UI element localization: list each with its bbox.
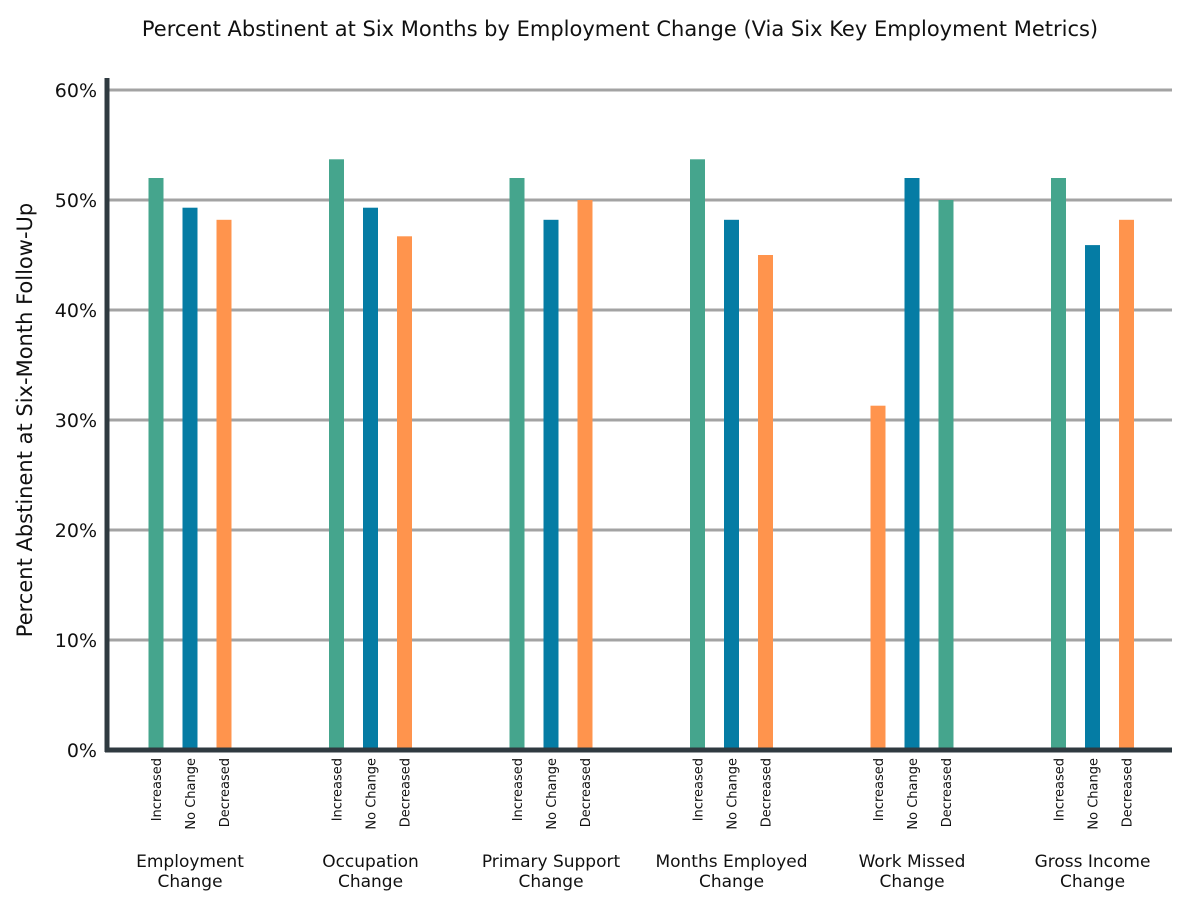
y-tick-label: 30% [55, 410, 97, 432]
bar-category-label: No Change [726, 758, 741, 830]
bar-category-label: Increased [511, 758, 526, 821]
y-tick-label: 20% [55, 520, 97, 542]
bar [509, 178, 525, 750]
bar [1085, 245, 1100, 750]
bar-category-label: Increased [1053, 758, 1068, 821]
y-axis-label: Percent Abstinent at Six-Month Follow-Up [13, 203, 37, 637]
axes [104, 78, 1172, 753]
bar-category-label: Increased [692, 758, 707, 821]
bar-category-label: No Change [1087, 758, 1102, 830]
bar-category-label: Decreased [579, 758, 594, 827]
y-axis-ticks: 0% 10% 20% 30% 40% 50% 60% [55, 80, 97, 762]
group-label: Work Missed [859, 852, 966, 872]
bar-category-label: No Change [906, 758, 921, 830]
group-label: Change [1060, 872, 1125, 892]
group-label: Change [699, 872, 764, 892]
group-label: Change [338, 872, 403, 892]
group-label: Primary Support [482, 852, 621, 872]
bar-category-label: Decreased [760, 758, 775, 827]
bar-category-label: Decreased [940, 758, 955, 827]
y-tick-label: 10% [55, 630, 97, 652]
group-label: Employment [136, 852, 244, 872]
y-tick-label: 50% [55, 190, 97, 212]
y-tick-label: 60% [55, 80, 97, 102]
bar-category-label: Increased [872, 758, 887, 821]
bar [577, 200, 593, 750]
group-label: Change [879, 872, 944, 892]
bar [329, 159, 344, 751]
group-labels: EmploymentChangeOccupationChangePrimary … [136, 852, 1150, 892]
bar [1051, 178, 1066, 750]
bar-category-label: Decreased [399, 758, 414, 827]
bars [148, 159, 1134, 751]
bar [690, 159, 705, 751]
bar [904, 178, 920, 750]
group-label: Occupation [322, 852, 419, 872]
bar-category-label: No Change [365, 758, 380, 830]
bar-category-label: Increased [331, 758, 346, 821]
chart-title: Percent Abstinent at Six Months by Emplo… [142, 17, 1098, 41]
bar [182, 207, 198, 750]
group-label: Change [518, 872, 583, 892]
bar-category-label: No Change [184, 758, 199, 830]
bar [216, 219, 232, 751]
bar [870, 405, 886, 750]
y-tick-label: 0% [67, 740, 97, 762]
group-label: Change [157, 872, 222, 892]
bar [938, 200, 954, 750]
grid-lines [107, 88, 1172, 642]
bar [148, 178, 164, 750]
bar-category-label: No Change [545, 758, 560, 830]
bar-category-label: Decreased [1121, 758, 1136, 827]
bar [543, 219, 559, 751]
bar [724, 219, 739, 751]
group-label: Months Employed [655, 852, 807, 872]
bar-labels: Increased No Change Decreased Increased No C… [150, 758, 1136, 830]
bar [363, 207, 378, 750]
bar [1119, 219, 1134, 751]
group-label: Gross Income [1035, 852, 1151, 872]
bar [758, 255, 773, 750]
bar-category-label: Decreased [218, 758, 233, 827]
y-tick-label: 40% [55, 300, 97, 322]
bar [397, 236, 412, 751]
bar-category-label: Increased [150, 758, 165, 821]
